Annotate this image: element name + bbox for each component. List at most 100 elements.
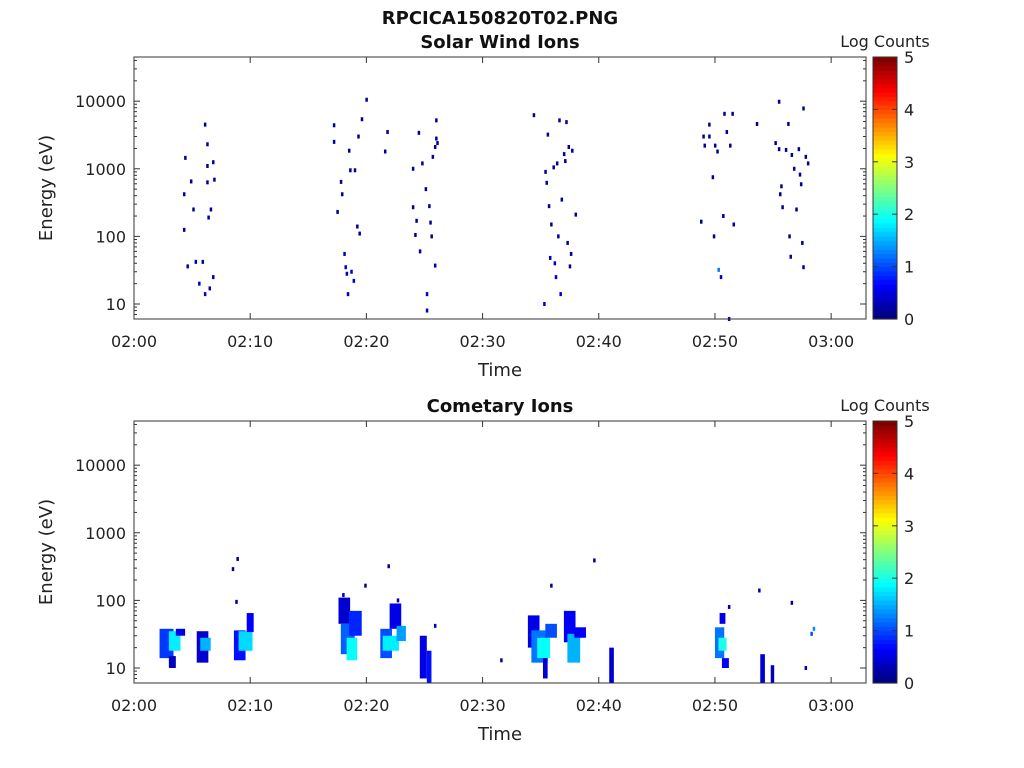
colorbar-segment — [873, 521, 897, 527]
count-pixel — [198, 281, 201, 286]
count-pixel — [352, 278, 356, 283]
count-pixel — [700, 219, 703, 224]
count-block — [168, 656, 176, 669]
count-pixel — [353, 168, 357, 173]
count-block — [175, 628, 186, 636]
x-tick-label: 03:00 — [808, 332, 854, 351]
colorbar-segment — [873, 477, 897, 483]
colorbar-segment — [873, 434, 897, 440]
count-pixel — [206, 180, 209, 185]
count-pixel — [569, 251, 573, 256]
count-pixel — [364, 583, 367, 588]
count-pixel — [356, 224, 359, 229]
colorbar-segment — [873, 464, 897, 470]
count-pixel — [784, 147, 788, 152]
colorbar-segment — [873, 582, 897, 588]
colorbar-segment — [873, 139, 897, 145]
colorbar-tick-label: 5 — [904, 412, 914, 431]
count-pixel — [346, 292, 350, 297]
count-pixel — [387, 564, 390, 569]
colorbar-segment — [873, 74, 897, 80]
y-axis: 10 100 1000 10000 — [75, 423, 866, 684]
count-pixel — [802, 265, 805, 270]
colorbar-segment — [873, 144, 897, 150]
count-pixel — [347, 148, 351, 153]
x-tick-label: 02:30 — [460, 696, 506, 715]
count-pixel — [722, 214, 725, 219]
count-pixel — [806, 161, 810, 166]
colorbar-segment — [873, 661, 897, 667]
y-axis-label: Energy (eV) — [36, 135, 57, 241]
colorbar-segment — [873, 512, 897, 518]
colorbar-segment — [873, 451, 897, 457]
count-block — [396, 625, 406, 642]
count-pixel — [566, 240, 569, 245]
colorbar-tick-label: 1 — [904, 622, 914, 641]
colorbar-segment — [873, 170, 897, 176]
count-pixel — [723, 111, 726, 116]
count-pixel — [425, 292, 429, 297]
count-block — [721, 658, 729, 669]
colorbar-segment — [873, 530, 897, 536]
count-pixel — [433, 263, 437, 268]
colorbar-tick-label: 2 — [904, 205, 914, 224]
colorbar-segment — [873, 91, 897, 97]
x-tick-label: 02:40 — [576, 696, 622, 715]
colorbar-segment — [873, 565, 897, 571]
count-pixel — [777, 147, 781, 152]
colorbar-segment — [873, 499, 897, 505]
count-pixel — [431, 154, 435, 159]
colorbar-segment — [873, 469, 897, 474]
count-pixel — [558, 118, 561, 123]
count-pixel — [429, 220, 432, 225]
count-pixel — [184, 155, 187, 160]
colorbar-segment — [873, 227, 897, 233]
count-pixel — [777, 99, 781, 104]
count-pixel — [203, 122, 207, 127]
count-pixel — [206, 142, 209, 147]
colorbar-segment — [873, 57, 897, 62]
colorbar-segment — [873, 560, 897, 566]
count-pixel — [435, 118, 438, 123]
colorbar-segment — [873, 460, 897, 466]
count-pixel — [192, 207, 195, 212]
count-pixel — [546, 132, 550, 137]
panel-title: Cometary Ions — [427, 396, 574, 417]
count-pixel — [713, 143, 717, 148]
count-block — [567, 633, 581, 663]
count-pixel — [212, 160, 215, 165]
colorbar-segment — [873, 218, 897, 224]
count-pixel — [731, 111, 734, 116]
count-pixel — [550, 222, 553, 227]
count-pixel — [418, 249, 422, 254]
count-block — [426, 650, 432, 683]
y-tick-label: 100 — [95, 591, 126, 610]
colorbar-segment — [873, 639, 897, 645]
count-pixel — [411, 166, 415, 171]
count-pixel — [547, 204, 551, 209]
count-pixel — [712, 234, 716, 239]
colorbar-tick-label: 5 — [904, 48, 914, 67]
colorbar-segment — [873, 118, 897, 124]
y-axis-label: Energy (eV) — [36, 499, 57, 605]
count-pixel — [344, 265, 347, 270]
count-pixel — [201, 259, 205, 264]
colorbar-segment — [873, 253, 897, 259]
count-pixel — [386, 129, 389, 134]
count-pixel — [544, 169, 547, 174]
colorbar-label: Log Counts — [840, 396, 930, 415]
colorbar-segment — [873, 100, 897, 106]
count-pixel — [433, 623, 437, 628]
colorbar-segment — [873, 517, 897, 523]
count-pixel — [787, 121, 790, 126]
colorbar-segment — [873, 244, 897, 250]
colorbar-segment — [873, 425, 897, 431]
colorbar-segment — [873, 183, 897, 189]
count-pixel — [182, 192, 186, 197]
count-pixel — [732, 222, 736, 227]
count-pixel — [799, 182, 803, 187]
count-pixel — [236, 556, 239, 561]
count-block — [537, 637, 550, 659]
count-pixel — [559, 292, 562, 297]
